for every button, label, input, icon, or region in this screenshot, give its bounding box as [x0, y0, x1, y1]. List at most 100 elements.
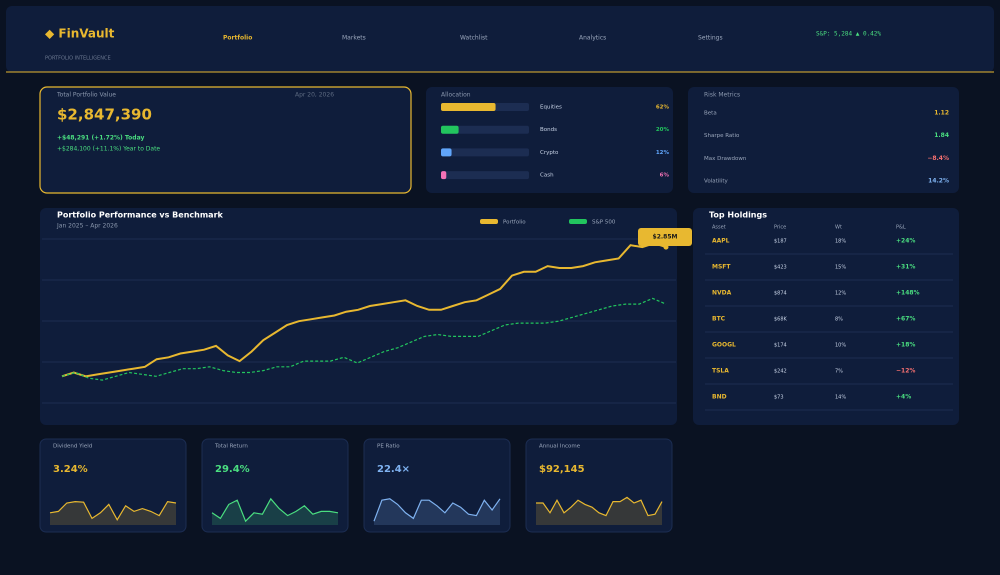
nav-item[interactable]: Markets — [342, 35, 366, 42]
risk-label: Volatility — [704, 179, 728, 185]
holding-wt: 7% — [835, 369, 843, 375]
allocation-track — [441, 148, 529, 157]
holding-asset[interactable]: BND — [712, 394, 727, 401]
summary-date: Apr 20, 2026 — [295, 92, 334, 99]
allocation-pct: 12% — [656, 150, 670, 156]
holdings-header: Asset — [712, 225, 726, 231]
chart-subtitle: Jan 2025 – Apr 2026 — [56, 223, 118, 230]
holdings-header: Price — [774, 225, 786, 231]
header-bar — [6, 6, 994, 72]
holding-price: $874 — [774, 291, 787, 297]
holding-asset[interactable]: BTC — [712, 316, 726, 323]
risk-label: Max Drawdown — [704, 156, 747, 162]
risk-title: Risk Metrics — [704, 92, 740, 99]
holding-pnl: +67% — [896, 316, 915, 323]
brand[interactable]: ◆ FinVault — [45, 27, 115, 41]
sparkline-area — [212, 498, 338, 525]
holding-wt: 12% — [835, 291, 846, 297]
holdings-header: Wt — [835, 225, 842, 231]
holding-wt: 14% — [835, 395, 846, 401]
holding-pnl: +24% — [896, 238, 915, 245]
holding-asset[interactable]: GOOGL — [712, 342, 736, 349]
holdings-header: P&L — [896, 225, 906, 231]
holding-asset[interactable]: TSLA — [712, 368, 729, 375]
allocation-bar — [441, 103, 496, 111]
allocation-track — [441, 171, 529, 180]
nav-item[interactable]: Settings — [698, 35, 723, 42]
risk-card — [688, 87, 959, 193]
holding-asset[interactable]: AAPL — [712, 238, 730, 245]
metric-card — [363, 438, 511, 533]
holding-wt: 15% — [835, 265, 846, 271]
performance-card — [40, 208, 677, 425]
holdings-card — [693, 208, 959, 425]
allocation-pct: 6% — [660, 173, 670, 179]
metric-value: 22.4× — [377, 464, 410, 475]
dynamic-layer: Portfolio Markets Watchlist Analytics Settin… — [39, 35, 953, 533]
metric-label: Total Return — [214, 444, 248, 450]
metric-card — [39, 438, 187, 533]
allocation-name: Cash — [540, 173, 554, 179]
risk-label: Sharpe Ratio — [704, 133, 740, 139]
holding-price: $73 — [774, 395, 784, 401]
metric-card — [201, 438, 349, 533]
sparkline-area — [374, 498, 500, 525]
allocation-card — [426, 87, 673, 193]
nav-item[interactable]: Portfolio — [223, 35, 252, 42]
sparkline — [211, 497, 339, 523]
today-change: +$48,291 (+1.72%) Today — [57, 135, 144, 142]
nav-item[interactable]: Analytics — [579, 35, 606, 42]
tooltip-text: $2.85M — [653, 234, 678, 241]
allocation-bar — [441, 171, 447, 180]
risk-label: Beta — [704, 111, 717, 117]
holding-asset[interactable]: MSFT — [712, 264, 731, 271]
ytd-change: +$284,100 (+11.1%) Year to Date — [57, 146, 160, 153]
summary-card — [39, 86, 412, 194]
holding-price: $68K — [774, 317, 788, 323]
allocation-title: Allocation — [441, 92, 471, 99]
holding-pnl: +18% — [896, 342, 915, 349]
holding-asset[interactable]: NVDA — [712, 290, 732, 297]
legend-label[interactable]: S&P 500 — [592, 220, 616, 226]
holding-pnl: +31% — [896, 264, 915, 271]
risk-value: 14.2% — [928, 178, 949, 185]
allocation-track — [441, 125, 529, 134]
holding-price: $242 — [774, 369, 787, 375]
holding-pnl: +4% — [896, 394, 911, 401]
holding-wt: 18% — [835, 239, 846, 245]
holding-wt: 10% — [835, 343, 846, 349]
allocation-name: Bonds — [540, 127, 557, 133]
holding-pnl: +148% — [896, 290, 920, 297]
summary-label: Total Portfolio Value — [56, 92, 116, 99]
metric-value: $92,145 — [539, 464, 585, 475]
tagline: PORTFOLIO INTELLIGENCE — [45, 56, 111, 62]
ticker: S&P: 5,284 ▲ 0.42% — [816, 31, 881, 38]
metric-value: 3.24% — [53, 464, 88, 475]
allocation-pct: 62% — [656, 105, 670, 111]
holding-pnl: −12% — [896, 368, 915, 375]
nav-item[interactable]: Watchlist — [460, 35, 488, 42]
holding-wt: 8% — [835, 317, 843, 323]
chart-title: Portfolio Performance vs Benchmark — [57, 211, 224, 220]
holding-price: $423 — [774, 265, 787, 271]
sparkline-area — [536, 497, 662, 525]
legend-label[interactable]: Portfolio — [503, 220, 526, 226]
sparkline — [49, 500, 177, 522]
sparkline — [536, 496, 663, 517]
allocation-name: Crypto — [540, 150, 559, 156]
end-point — [663, 244, 669, 250]
series-line — [61, 297, 667, 381]
portfolio-value: $2,847,390 — [57, 106, 152, 124]
legend-swatch — [480, 219, 498, 224]
allocation-bar — [441, 148, 452, 157]
holdings-title: Top Holdings — [709, 211, 767, 220]
allocation-name: Equities — [540, 105, 562, 111]
sparkline — [373, 498, 501, 522]
metric-value: 29.4% — [215, 464, 250, 475]
metric-card — [525, 438, 673, 533]
metric-label: Dividend Yield — [53, 444, 92, 450]
risk-value: 1.84 — [934, 132, 949, 139]
allocation-bar — [441, 125, 459, 134]
series-line — [61, 242, 667, 378]
